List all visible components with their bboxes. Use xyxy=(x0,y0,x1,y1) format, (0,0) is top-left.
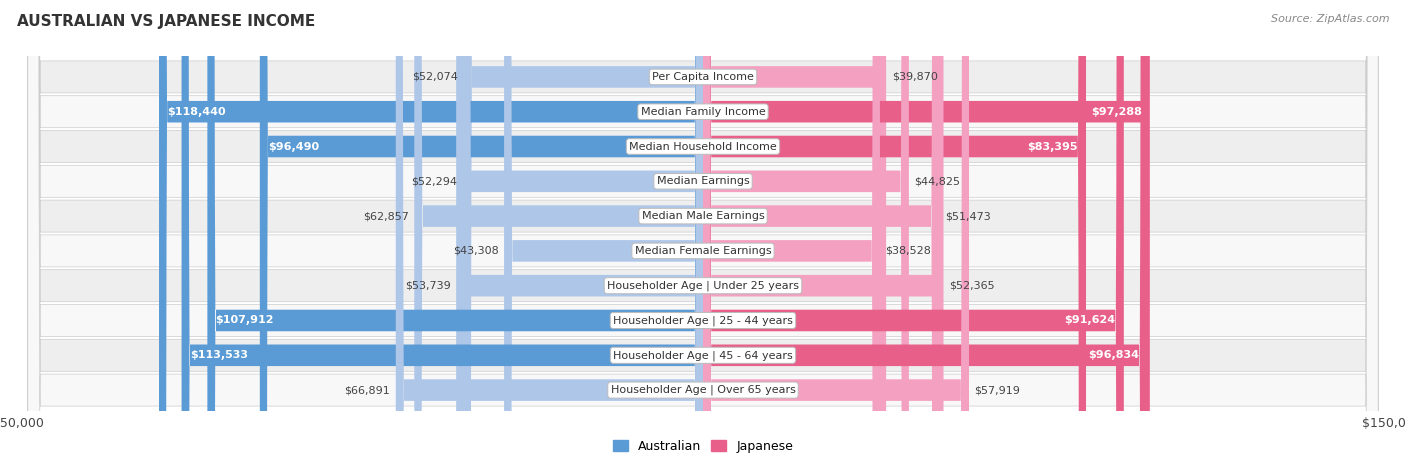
Text: Source: ZipAtlas.com: Source: ZipAtlas.com xyxy=(1271,14,1389,24)
Text: $39,870: $39,870 xyxy=(891,72,938,82)
FancyBboxPatch shape xyxy=(28,0,1378,467)
FancyBboxPatch shape xyxy=(464,0,703,467)
Text: $91,624: $91,624 xyxy=(1064,316,1115,325)
FancyBboxPatch shape xyxy=(703,0,943,467)
Text: Householder Age | 45 - 64 years: Householder Age | 45 - 64 years xyxy=(613,350,793,361)
FancyBboxPatch shape xyxy=(703,0,880,467)
FancyBboxPatch shape xyxy=(463,0,703,467)
Text: Per Capita Income: Per Capita Income xyxy=(652,72,754,82)
FancyBboxPatch shape xyxy=(415,0,703,467)
Text: $107,912: $107,912 xyxy=(215,316,274,325)
FancyBboxPatch shape xyxy=(703,0,1147,467)
Text: Householder Age | Over 65 years: Householder Age | Over 65 years xyxy=(610,385,796,396)
Text: $44,825: $44,825 xyxy=(914,177,960,186)
FancyBboxPatch shape xyxy=(28,0,1378,467)
Text: $83,395: $83,395 xyxy=(1028,142,1078,151)
Text: $118,440: $118,440 xyxy=(167,107,226,117)
Text: $43,308: $43,308 xyxy=(453,246,499,256)
Text: $52,294: $52,294 xyxy=(412,177,457,186)
FancyBboxPatch shape xyxy=(703,0,969,467)
Text: $97,288: $97,288 xyxy=(1091,107,1142,117)
FancyBboxPatch shape xyxy=(703,0,1150,467)
Text: $53,739: $53,739 xyxy=(405,281,451,290)
Text: Median Family Income: Median Family Income xyxy=(641,107,765,117)
Text: AUSTRALIAN VS JAPANESE INCOME: AUSTRALIAN VS JAPANESE INCOME xyxy=(17,14,315,29)
Text: $66,891: $66,891 xyxy=(344,385,391,395)
Text: Median Earnings: Median Earnings xyxy=(657,177,749,186)
Text: $113,533: $113,533 xyxy=(190,350,247,360)
Text: $96,490: $96,490 xyxy=(269,142,319,151)
FancyBboxPatch shape xyxy=(703,0,1123,467)
FancyBboxPatch shape xyxy=(28,0,1378,467)
Text: Median Household Income: Median Household Income xyxy=(628,142,778,151)
FancyBboxPatch shape xyxy=(260,0,703,467)
Text: $52,074: $52,074 xyxy=(412,72,458,82)
FancyBboxPatch shape xyxy=(207,0,703,467)
Text: $51,473: $51,473 xyxy=(945,211,991,221)
FancyBboxPatch shape xyxy=(28,0,1378,467)
FancyBboxPatch shape xyxy=(505,0,703,467)
FancyBboxPatch shape xyxy=(28,0,1378,467)
FancyBboxPatch shape xyxy=(28,0,1378,467)
FancyBboxPatch shape xyxy=(703,0,1085,467)
FancyBboxPatch shape xyxy=(703,0,908,467)
FancyBboxPatch shape xyxy=(28,0,1378,467)
FancyBboxPatch shape xyxy=(703,0,939,467)
Legend: Australian, Japanese: Australian, Japanese xyxy=(607,435,799,458)
Text: $52,365: $52,365 xyxy=(949,281,994,290)
Text: $38,528: $38,528 xyxy=(886,246,931,256)
Text: Householder Age | 25 - 44 years: Householder Age | 25 - 44 years xyxy=(613,315,793,326)
Text: Median Female Earnings: Median Female Earnings xyxy=(634,246,772,256)
Text: $57,919: $57,919 xyxy=(974,385,1021,395)
Text: Median Male Earnings: Median Male Earnings xyxy=(641,211,765,221)
FancyBboxPatch shape xyxy=(395,0,703,467)
Text: Householder Age | Under 25 years: Householder Age | Under 25 years xyxy=(607,281,799,291)
FancyBboxPatch shape xyxy=(181,0,703,467)
FancyBboxPatch shape xyxy=(456,0,703,467)
FancyBboxPatch shape xyxy=(28,0,1378,467)
Text: $96,834: $96,834 xyxy=(1088,350,1139,360)
FancyBboxPatch shape xyxy=(703,0,886,467)
FancyBboxPatch shape xyxy=(159,0,703,467)
FancyBboxPatch shape xyxy=(28,0,1378,467)
Text: $62,857: $62,857 xyxy=(363,211,409,221)
FancyBboxPatch shape xyxy=(28,0,1378,467)
